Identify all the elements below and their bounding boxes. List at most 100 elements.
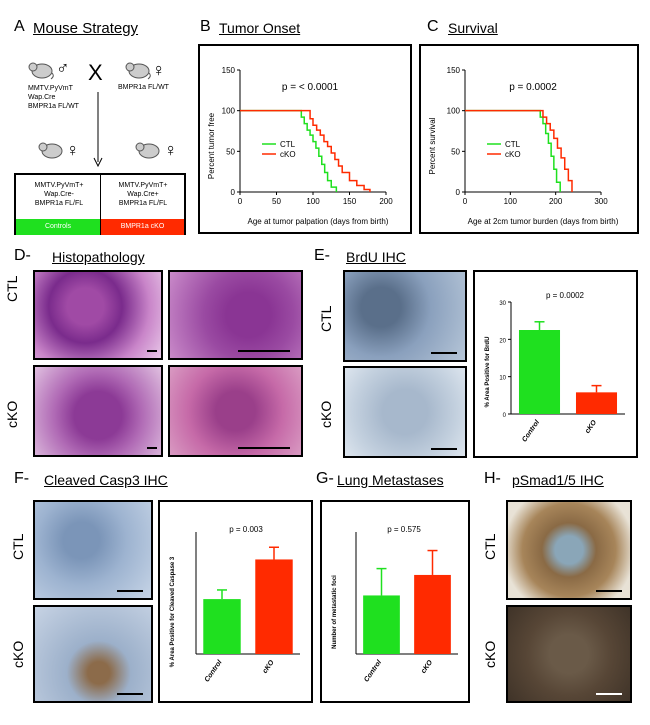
y-tick-label: 30 — [499, 301, 506, 307]
offspring-box: MMTV.PyVmT+ Wap.Cre- BMPR1a FL/FL MMTV.P… — [14, 173, 186, 235]
histo-ctl-high — [168, 270, 303, 360]
panel-e-letter: E- — [314, 247, 330, 264]
panel-b-frame: 0 50 100 150 200 0 50 100 150 p = < 0.0001 CTL c… — [198, 44, 412, 234]
lung-bar-frame: Control cKO p = 0.575 Number of metastati… — [320, 500, 470, 703]
psmad-cko-image — [506, 605, 632, 703]
y-tick-label: 0 — [456, 188, 461, 197]
offspring1-line2: Wap.Cre- — [44, 191, 74, 198]
panel-d-row-ctl-text: CTL — [4, 275, 20, 302]
x-tick-label: 300 — [594, 197, 608, 206]
x-tick-label: 200 — [549, 197, 563, 206]
offspring1-line1: MMTV.PyVmT+ — [34, 182, 84, 189]
bar-control — [518, 330, 561, 414]
panel-e-title: BrdU IHC — [346, 249, 406, 265]
scale-bar — [117, 590, 143, 592]
ylabel-c: Percent survival — [428, 117, 437, 174]
y-tick-label: 150 — [222, 66, 236, 75]
panel-c-frame: 0 100 200 300 0 50 100 150 p = 0.0002 CTL cKO P… — [419, 44, 639, 234]
category-label: Control — [363, 658, 384, 683]
x-tick-label: 150 — [343, 197, 357, 206]
category-label: Control — [204, 658, 225, 683]
x-tick-label: 200 — [379, 197, 393, 206]
panel-h-row-ctl-text: CTL — [482, 533, 498, 560]
y-tick-label: 50 — [226, 147, 235, 156]
offspring1-line3: BMPR1a FL/FL — [34, 200, 84, 207]
pvalue-g: p = 0.575 — [387, 525, 421, 534]
panel-e-row-cko: cKO — [318, 401, 334, 428]
mouse-control-icon — [38, 142, 63, 159]
category-label: cKO — [420, 659, 434, 675]
panel-a-title: Mouse Strategy — [33, 20, 139, 37]
scale-bar — [238, 447, 290, 449]
pvalue-e: p = 0.0002 — [546, 291, 585, 300]
panel-f-row-ctl: CTL — [10, 534, 26, 560]
controls-label: Controls — [16, 219, 100, 235]
cross-symbol: X — [88, 60, 103, 85]
female-symbol-control: ♀ — [66, 140, 80, 160]
x-tick-label: 50 — [272, 197, 281, 206]
y-tick-label: 0 — [231, 188, 236, 197]
panel-d-title: Histopathology — [52, 249, 145, 265]
female-symbol-cko: ♀ — [164, 140, 178, 160]
y-tick-label: 150 — [447, 66, 461, 75]
scale-bar — [596, 590, 622, 592]
y-tick-label: 0 — [503, 413, 507, 419]
panel-e-row-ctl: CTL — [318, 306, 334, 332]
legend-ctl-c: CTL — [505, 140, 521, 149]
bar-cko — [575, 392, 618, 414]
brdu-ctl-image — [343, 270, 467, 362]
y-tick-label: 100 — [447, 107, 461, 116]
xlabel-c: Age at 2cm tumor burden (days from birth… — [468, 217, 619, 226]
x-tick-label: 0 — [238, 197, 243, 206]
category-label: cKO — [262, 659, 276, 675]
x-tick-label: 100 — [504, 197, 518, 206]
parent1-line3: BMPR1a FL/WT — [28, 103, 79, 110]
cko-label: BMPR1a cKO — [101, 219, 184, 235]
panel-b-title: Tumor Onset — [219, 20, 301, 36]
ylabel-b: Percent tumor free — [207, 112, 216, 179]
series-line-ctl — [240, 109, 338, 192]
series-line-ctl — [465, 109, 561, 192]
casp3-bar-frame: Control cKO p = 0.003 % Area Positive for… — [158, 500, 313, 703]
survival-plot-b: 0 50 100 150 200 0 50 100 150 p = < 0.0001 CTL c… — [207, 66, 393, 226]
scale-bar — [238, 350, 290, 352]
panel-h-title: pSmad1/5 IHC — [512, 472, 604, 488]
mouse-cko-icon — [135, 142, 160, 159]
male-symbol: ♂ — [56, 58, 70, 78]
histo-cko-low — [33, 365, 163, 457]
panel-d-row-ctl: CTL — [4, 276, 20, 302]
y-tick-label: 50 — [451, 147, 460, 156]
psmad-ctl-image — [506, 500, 632, 600]
histo-cko-high — [168, 365, 303, 457]
parent1-line2: Wap.Cre — [28, 94, 56, 101]
panel-f-row-cko: cKO — [10, 641, 26, 668]
panel-c-title: Survival — [448, 20, 498, 36]
survival-plot-c: 0 100 200 300 0 50 100 150 p = 0.0002 CTL cKO P… — [428, 66, 619, 226]
bar-cko — [255, 559, 293, 654]
parent2-genotype: BMPR1a FL/WT — [118, 84, 169, 91]
histo-ctl-low — [33, 270, 163, 360]
panel-e-row-cko-text: cKO — [318, 400, 334, 428]
series-line-cko — [465, 109, 573, 192]
category-label: Control — [521, 418, 542, 443]
x-tick-label: 100 — [306, 197, 320, 206]
pvalue-f: p = 0.003 — [229, 525, 263, 534]
casp3-ctl-image — [33, 500, 153, 600]
scale-bar — [117, 693, 143, 695]
legend-ctl-b: CTL — [280, 140, 296, 149]
panel-f-row-cko-text: cKO — [10, 640, 26, 668]
x-tick-label: 0 — [463, 197, 468, 206]
panel-g-letter: G- — [316, 470, 334, 487]
panel-g-title: Lung Metastases — [337, 472, 444, 488]
brdu-cko-image — [343, 366, 467, 458]
cross-arrow — [93, 92, 103, 168]
bar-control — [203, 599, 241, 654]
panel-d-row-cko: cKO — [4, 401, 20, 428]
panel-h-row-ctl: CTL — [482, 534, 498, 560]
scale-bar — [147, 447, 157, 449]
panel-h-row-cko-text: cKO — [482, 640, 498, 668]
panel-a-letter: A — [14, 18, 25, 35]
panel-f-letter: F- — [14, 470, 30, 487]
panel-c-letter: C — [427, 18, 439, 35]
scale-bar — [431, 352, 457, 354]
